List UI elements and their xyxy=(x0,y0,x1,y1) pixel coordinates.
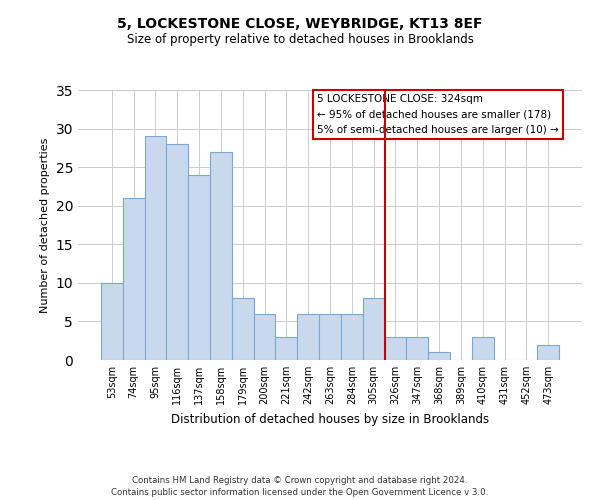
Bar xyxy=(101,283,123,360)
Bar xyxy=(297,314,319,360)
X-axis label: Distribution of detached houses by size in Brooklands: Distribution of detached houses by size … xyxy=(171,412,489,426)
Bar xyxy=(275,337,297,360)
Bar xyxy=(385,337,406,360)
Bar xyxy=(537,344,559,360)
Bar xyxy=(254,314,275,360)
Bar xyxy=(406,337,428,360)
Bar xyxy=(145,136,166,360)
Bar xyxy=(210,152,232,360)
Bar xyxy=(188,175,210,360)
Bar xyxy=(319,314,341,360)
Bar xyxy=(166,144,188,360)
Text: Size of property relative to detached houses in Brooklands: Size of property relative to detached ho… xyxy=(127,32,473,46)
Bar xyxy=(428,352,450,360)
Text: 5, LOCKESTONE CLOSE, WEYBRIDGE, KT13 8EF: 5, LOCKESTONE CLOSE, WEYBRIDGE, KT13 8EF xyxy=(117,18,483,32)
Bar xyxy=(232,298,254,360)
Bar xyxy=(123,198,145,360)
Text: Contains HM Land Registry data © Crown copyright and database right 2024.: Contains HM Land Registry data © Crown c… xyxy=(132,476,468,485)
Bar xyxy=(341,314,363,360)
Bar xyxy=(472,337,494,360)
Bar xyxy=(363,298,385,360)
Y-axis label: Number of detached properties: Number of detached properties xyxy=(40,138,50,312)
Text: 5 LOCKESTONE CLOSE: 324sqm
← 95% of detached houses are smaller (178)
5% of semi: 5 LOCKESTONE CLOSE: 324sqm ← 95% of deta… xyxy=(317,94,559,135)
Text: Contains public sector information licensed under the Open Government Licence v : Contains public sector information licen… xyxy=(112,488,488,497)
